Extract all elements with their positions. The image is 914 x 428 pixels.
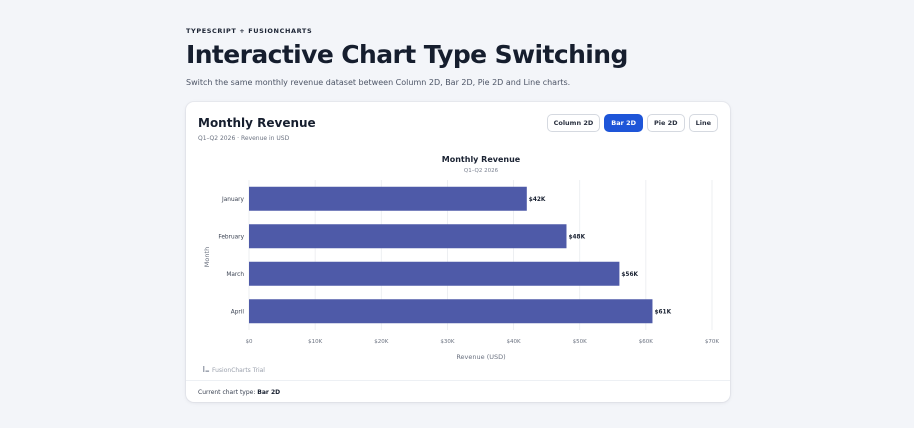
watermark-logo-bar [205,370,210,372]
value-label: $61K [654,309,671,315]
bar-february [249,224,567,249]
chart-bars [249,186,653,324]
bar-chart: Monthly Revenue Q1–Q2 2026 January Februa… [203,155,720,374]
category-label: February [218,234,244,240]
page-eyebrow: TYPESCRIPT + FUSIONCHARTS [186,27,313,35]
page-subtitle: Switch the same monthly revenue dataset … [186,78,571,87]
chart-title: Monthly Revenue [442,155,521,164]
y-axis-label: Month [203,247,211,267]
pie-2d-button[interactable]: Pie 2D [647,114,685,132]
chart-value-labels: $42K $48K $56K $61K [529,197,672,316]
chart-type-switcher: Column 2D Bar 2D Pie 2D Line [546,114,718,132]
card-title: Monthly Revenue [198,116,316,130]
card-subtitle: Q1–Q2 2026 · Revenue in USD [198,135,290,142]
x-tick-label: $50K [573,339,587,345]
bar-april [249,299,653,324]
page-title: Interactive Chart Type Switching [186,40,628,69]
status-label: Current chart type: [198,389,256,396]
bar-2d-button[interactable]: Bar 2D [604,114,643,132]
category-label: March [226,272,244,278]
category-label: April [231,309,245,315]
category-label: January [221,197,245,203]
x-axis-label: Revenue (USD) [456,353,505,361]
value-label: $56K [621,272,638,278]
chart-category-labels: January February March April [218,197,244,316]
x-tick-label: $20K [374,339,388,345]
x-tick-label: $70K [705,339,719,345]
chart-card: Monthly Revenue Q1–Q2 2026 · Revenue in … [186,102,730,402]
x-tick-label: $60K [639,339,653,345]
bar-january [249,186,527,211]
x-tick-label: $10K [308,339,322,345]
watermark-text: FusionCharts Trial [212,367,265,374]
line-button[interactable]: Line [688,114,718,132]
watermark-logo-icon [203,366,205,372]
chart-x-ticks: $0 $10K $20K $30K $40K $50K $60K $70K [246,339,720,345]
chart-type-status: Current chart type: Bar 2D [186,380,730,402]
bar-march [249,261,620,286]
x-tick-label: $30K [440,339,454,345]
chart-subtitle: Q1–Q2 2026 [464,168,499,174]
fusioncharts-watermark: FusionCharts Trial [203,366,265,374]
status-value: Bar 2D [257,389,281,396]
value-label: $42K [529,197,546,203]
x-tick-label: $40K [507,339,521,345]
value-label: $48K [568,234,585,240]
x-tick-label: $0 [246,339,253,345]
column-2d-button[interactable]: Column 2D [546,114,601,132]
